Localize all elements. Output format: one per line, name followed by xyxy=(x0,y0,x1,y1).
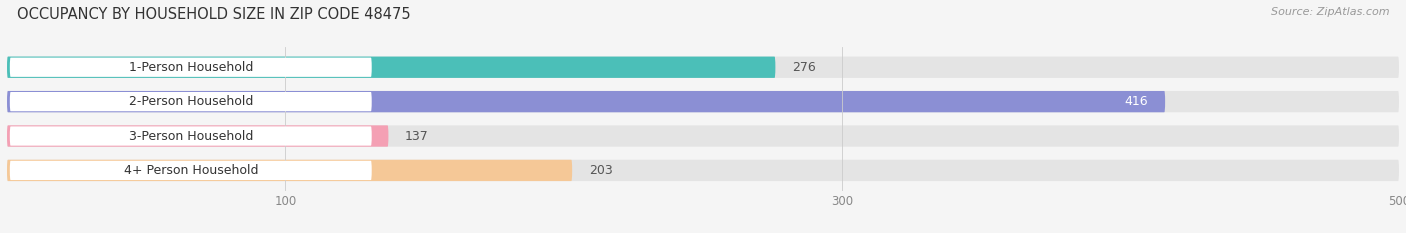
Text: 4+ Person Household: 4+ Person Household xyxy=(124,164,259,177)
FancyBboxPatch shape xyxy=(10,161,371,180)
FancyBboxPatch shape xyxy=(7,125,388,147)
Text: OCCUPANCY BY HOUSEHOLD SIZE IN ZIP CODE 48475: OCCUPANCY BY HOUSEHOLD SIZE IN ZIP CODE … xyxy=(17,7,411,22)
Text: Source: ZipAtlas.com: Source: ZipAtlas.com xyxy=(1271,7,1389,17)
Text: 276: 276 xyxy=(792,61,815,74)
FancyBboxPatch shape xyxy=(7,57,775,78)
FancyBboxPatch shape xyxy=(7,91,1166,112)
Text: 2-Person Household: 2-Person Household xyxy=(128,95,253,108)
FancyBboxPatch shape xyxy=(7,160,572,181)
Text: 416: 416 xyxy=(1125,95,1149,108)
Text: 3-Person Household: 3-Person Household xyxy=(128,130,253,143)
Text: 203: 203 xyxy=(589,164,613,177)
FancyBboxPatch shape xyxy=(7,125,1399,147)
FancyBboxPatch shape xyxy=(10,58,371,77)
Text: 137: 137 xyxy=(405,130,429,143)
FancyBboxPatch shape xyxy=(10,92,371,111)
FancyBboxPatch shape xyxy=(10,126,371,146)
FancyBboxPatch shape xyxy=(7,160,1399,181)
FancyBboxPatch shape xyxy=(7,57,1399,78)
Text: 1-Person Household: 1-Person Household xyxy=(128,61,253,74)
FancyBboxPatch shape xyxy=(7,91,1399,112)
